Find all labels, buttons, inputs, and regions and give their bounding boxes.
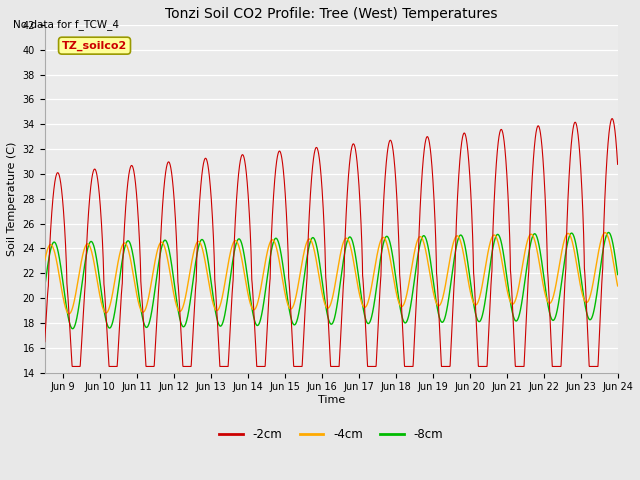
Legend: -2cm, -4cm, -8cm: -2cm, -4cm, -8cm [214, 424, 448, 446]
Text: TZ_soilco2: TZ_soilco2 [62, 40, 127, 51]
X-axis label: Time: Time [317, 395, 345, 405]
Text: No data for f_TCW_4: No data for f_TCW_4 [13, 19, 119, 30]
Title: Tonzi Soil CO2 Profile: Tree (West) Temperatures: Tonzi Soil CO2 Profile: Tree (West) Temp… [165, 7, 497, 21]
Y-axis label: Soil Temperature (C): Soil Temperature (C) [7, 142, 17, 256]
